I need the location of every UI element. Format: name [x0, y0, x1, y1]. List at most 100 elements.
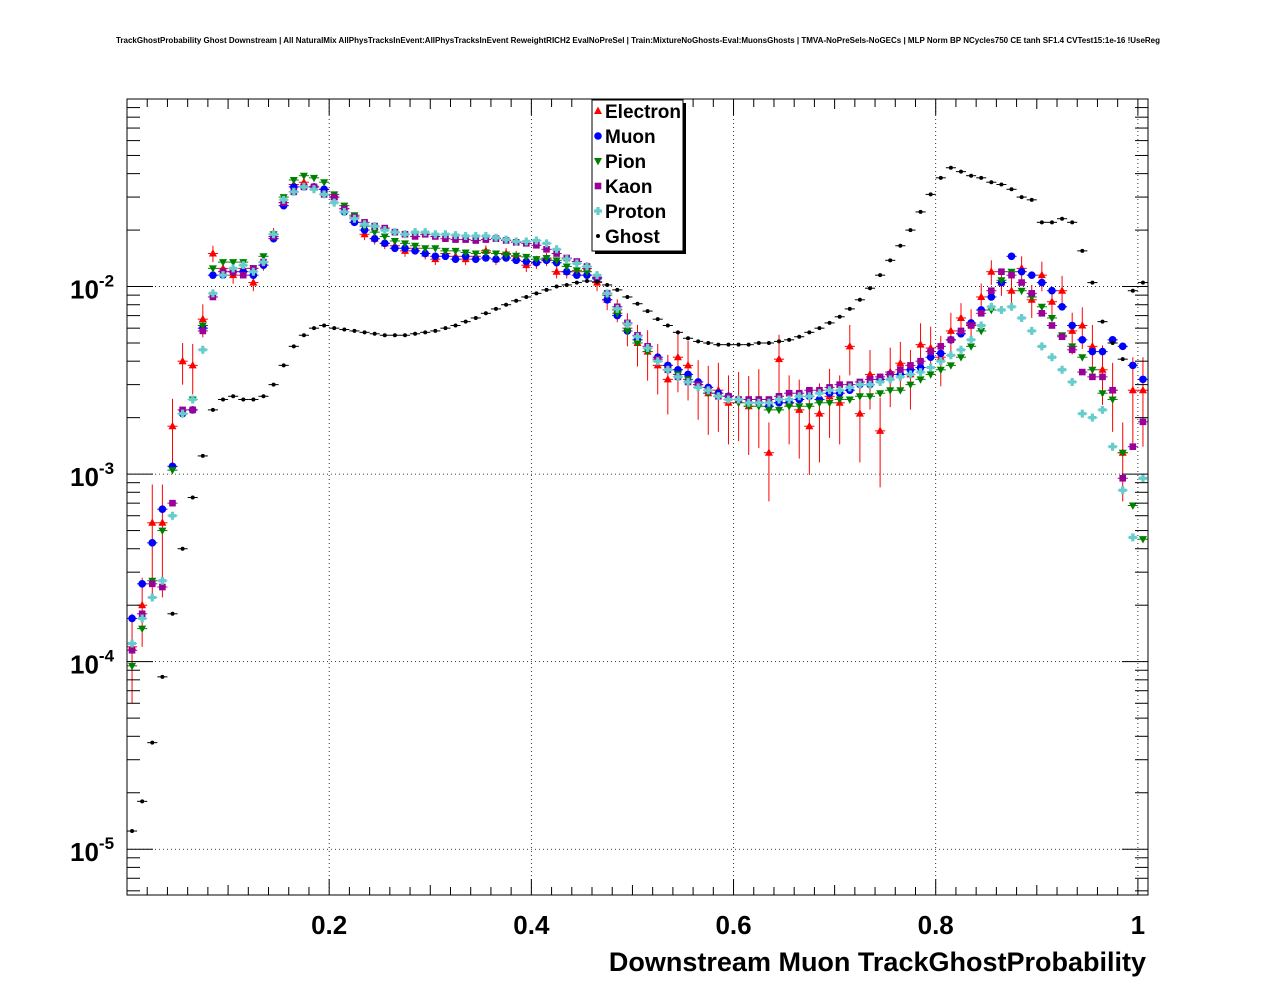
- data-point-proton: [390, 228, 399, 237]
- data-point-proton: [724, 395, 733, 404]
- data-point-kaon: [1058, 333, 1066, 341]
- data-point-ghost: [948, 165, 953, 170]
- data-point-kaon: [957, 327, 965, 335]
- data-point-electron: [198, 314, 207, 323]
- data-point-proton: [845, 383, 854, 392]
- data-point-muon: [936, 349, 945, 358]
- data-point-kaon: [169, 499, 176, 507]
- data-point-muon: [421, 249, 430, 258]
- data-point-pion: [370, 229, 379, 237]
- data-point-proton: [552, 245, 561, 254]
- data-point-kaon: [199, 327, 207, 335]
- data-point-ghost: [584, 279, 589, 284]
- data-point-ghost: [958, 169, 963, 174]
- legend-label: Electron: [605, 102, 681, 123]
- data-point-ghost: [898, 243, 903, 248]
- data-point-proton: [249, 267, 258, 276]
- data-point-proton: [320, 190, 329, 199]
- data-point-pion: [936, 366, 945, 375]
- data-point-electron: [249, 278, 258, 286]
- data-point-muon: [401, 244, 409, 253]
- data-point-kaon: [876, 373, 884, 381]
- data-point-proton: [1047, 353, 1056, 362]
- data-point-ghost: [281, 363, 286, 368]
- data-point-muon: [441, 252, 450, 261]
- data-point-kaon: [452, 236, 459, 243]
- data-point-kaon: [937, 343, 945, 350]
- data-point-kaon: [1038, 310, 1046, 317]
- data-point-proton: [764, 398, 773, 407]
- data-point-proton: [1128, 533, 1137, 542]
- data-point-proton: [1068, 377, 1077, 386]
- data-point-electron: [663, 374, 672, 383]
- data-point-electron: [845, 341, 854, 350]
- data-point-ghost: [413, 331, 418, 336]
- data-point-ghost: [868, 286, 873, 291]
- data-point-ghost: [301, 333, 306, 338]
- axis-layer: 0.2 0.4 0.6 0.8 1 10-2 10-3 10-4 10-5: [70, 98, 1148, 940]
- data-point-muon: [573, 271, 581, 279]
- data-point-ghost: [777, 339, 782, 344]
- data-point-pion: [754, 403, 763, 411]
- data-point-electron: [1007, 286, 1016, 294]
- data-point-ghost: [1090, 280, 1095, 285]
- data-point-ghost: [746, 342, 751, 347]
- data-point-pion: [1017, 287, 1026, 296]
- data-point-proton: [532, 236, 541, 245]
- data-point-ghost: [1019, 195, 1024, 200]
- data-point-pion: [168, 467, 177, 475]
- data-point-electron: [138, 600, 147, 609]
- data-point-electron: [673, 352, 682, 361]
- data-point-pion: [471, 250, 480, 258]
- data-point-pion: [815, 399, 824, 408]
- data-point-ghost: [756, 341, 761, 346]
- data-point-electron: [178, 356, 187, 365]
- data-point-ghost: [989, 180, 994, 185]
- data-point-ghost: [291, 344, 296, 349]
- data-point-ghost: [322, 323, 327, 328]
- data-point-electron: [1088, 341, 1097, 350]
- data-point-proton: [279, 195, 288, 204]
- data-point-muon: [1017, 267, 1026, 276]
- data-point-ghost: [544, 287, 549, 292]
- data-point-proton: [825, 386, 834, 395]
- data-point-ghost: [180, 546, 185, 551]
- data-point-ghost: [402, 333, 407, 338]
- data-point-electron: [764, 448, 773, 456]
- data-point-ghost: [352, 328, 357, 333]
- data-point-muon: [148, 539, 157, 547]
- data-point-proton: [633, 332, 642, 341]
- data-point-ghost: [918, 209, 923, 214]
- legend-marker: [594, 106, 602, 114]
- data-point-pion: [411, 242, 420, 251]
- data-point-electron: [148, 518, 157, 526]
- data-point-muon: [471, 255, 480, 263]
- legend-entry-proton: Proton: [594, 202, 666, 223]
- data-point-proton: [805, 392, 814, 401]
- data-point-ghost: [1110, 341, 1115, 346]
- data-point-proton: [148, 593, 157, 602]
- data-point-pion: [299, 172, 308, 181]
- data-point-proton: [603, 289, 612, 298]
- data-point-proton: [623, 320, 632, 329]
- y-tick-label: 10-3: [70, 459, 114, 492]
- data-point-ghost: [595, 279, 600, 284]
- data-point-pion: [1118, 449, 1127, 458]
- data-point-muon: [158, 505, 167, 513]
- data-point-proton: [1037, 342, 1046, 351]
- data-point-muon: [492, 255, 500, 263]
- data-point-proton: [754, 398, 763, 407]
- data-point-pion: [876, 390, 885, 398]
- data-point-pion: [128, 662, 137, 671]
- data-point-ghost: [847, 306, 852, 311]
- data-point-ghost: [1070, 220, 1075, 225]
- data-point-pion: [572, 267, 581, 275]
- data-point-muon: [482, 254, 490, 262]
- data-point-proton: [198, 345, 207, 354]
- data-point-ghost: [473, 315, 478, 320]
- data-point-ghost: [716, 342, 721, 347]
- data-point-proton: [653, 357, 662, 366]
- x-tick-label: 0.4: [513, 910, 550, 940]
- data-point-proton: [1108, 442, 1117, 451]
- data-point-proton: [451, 231, 460, 240]
